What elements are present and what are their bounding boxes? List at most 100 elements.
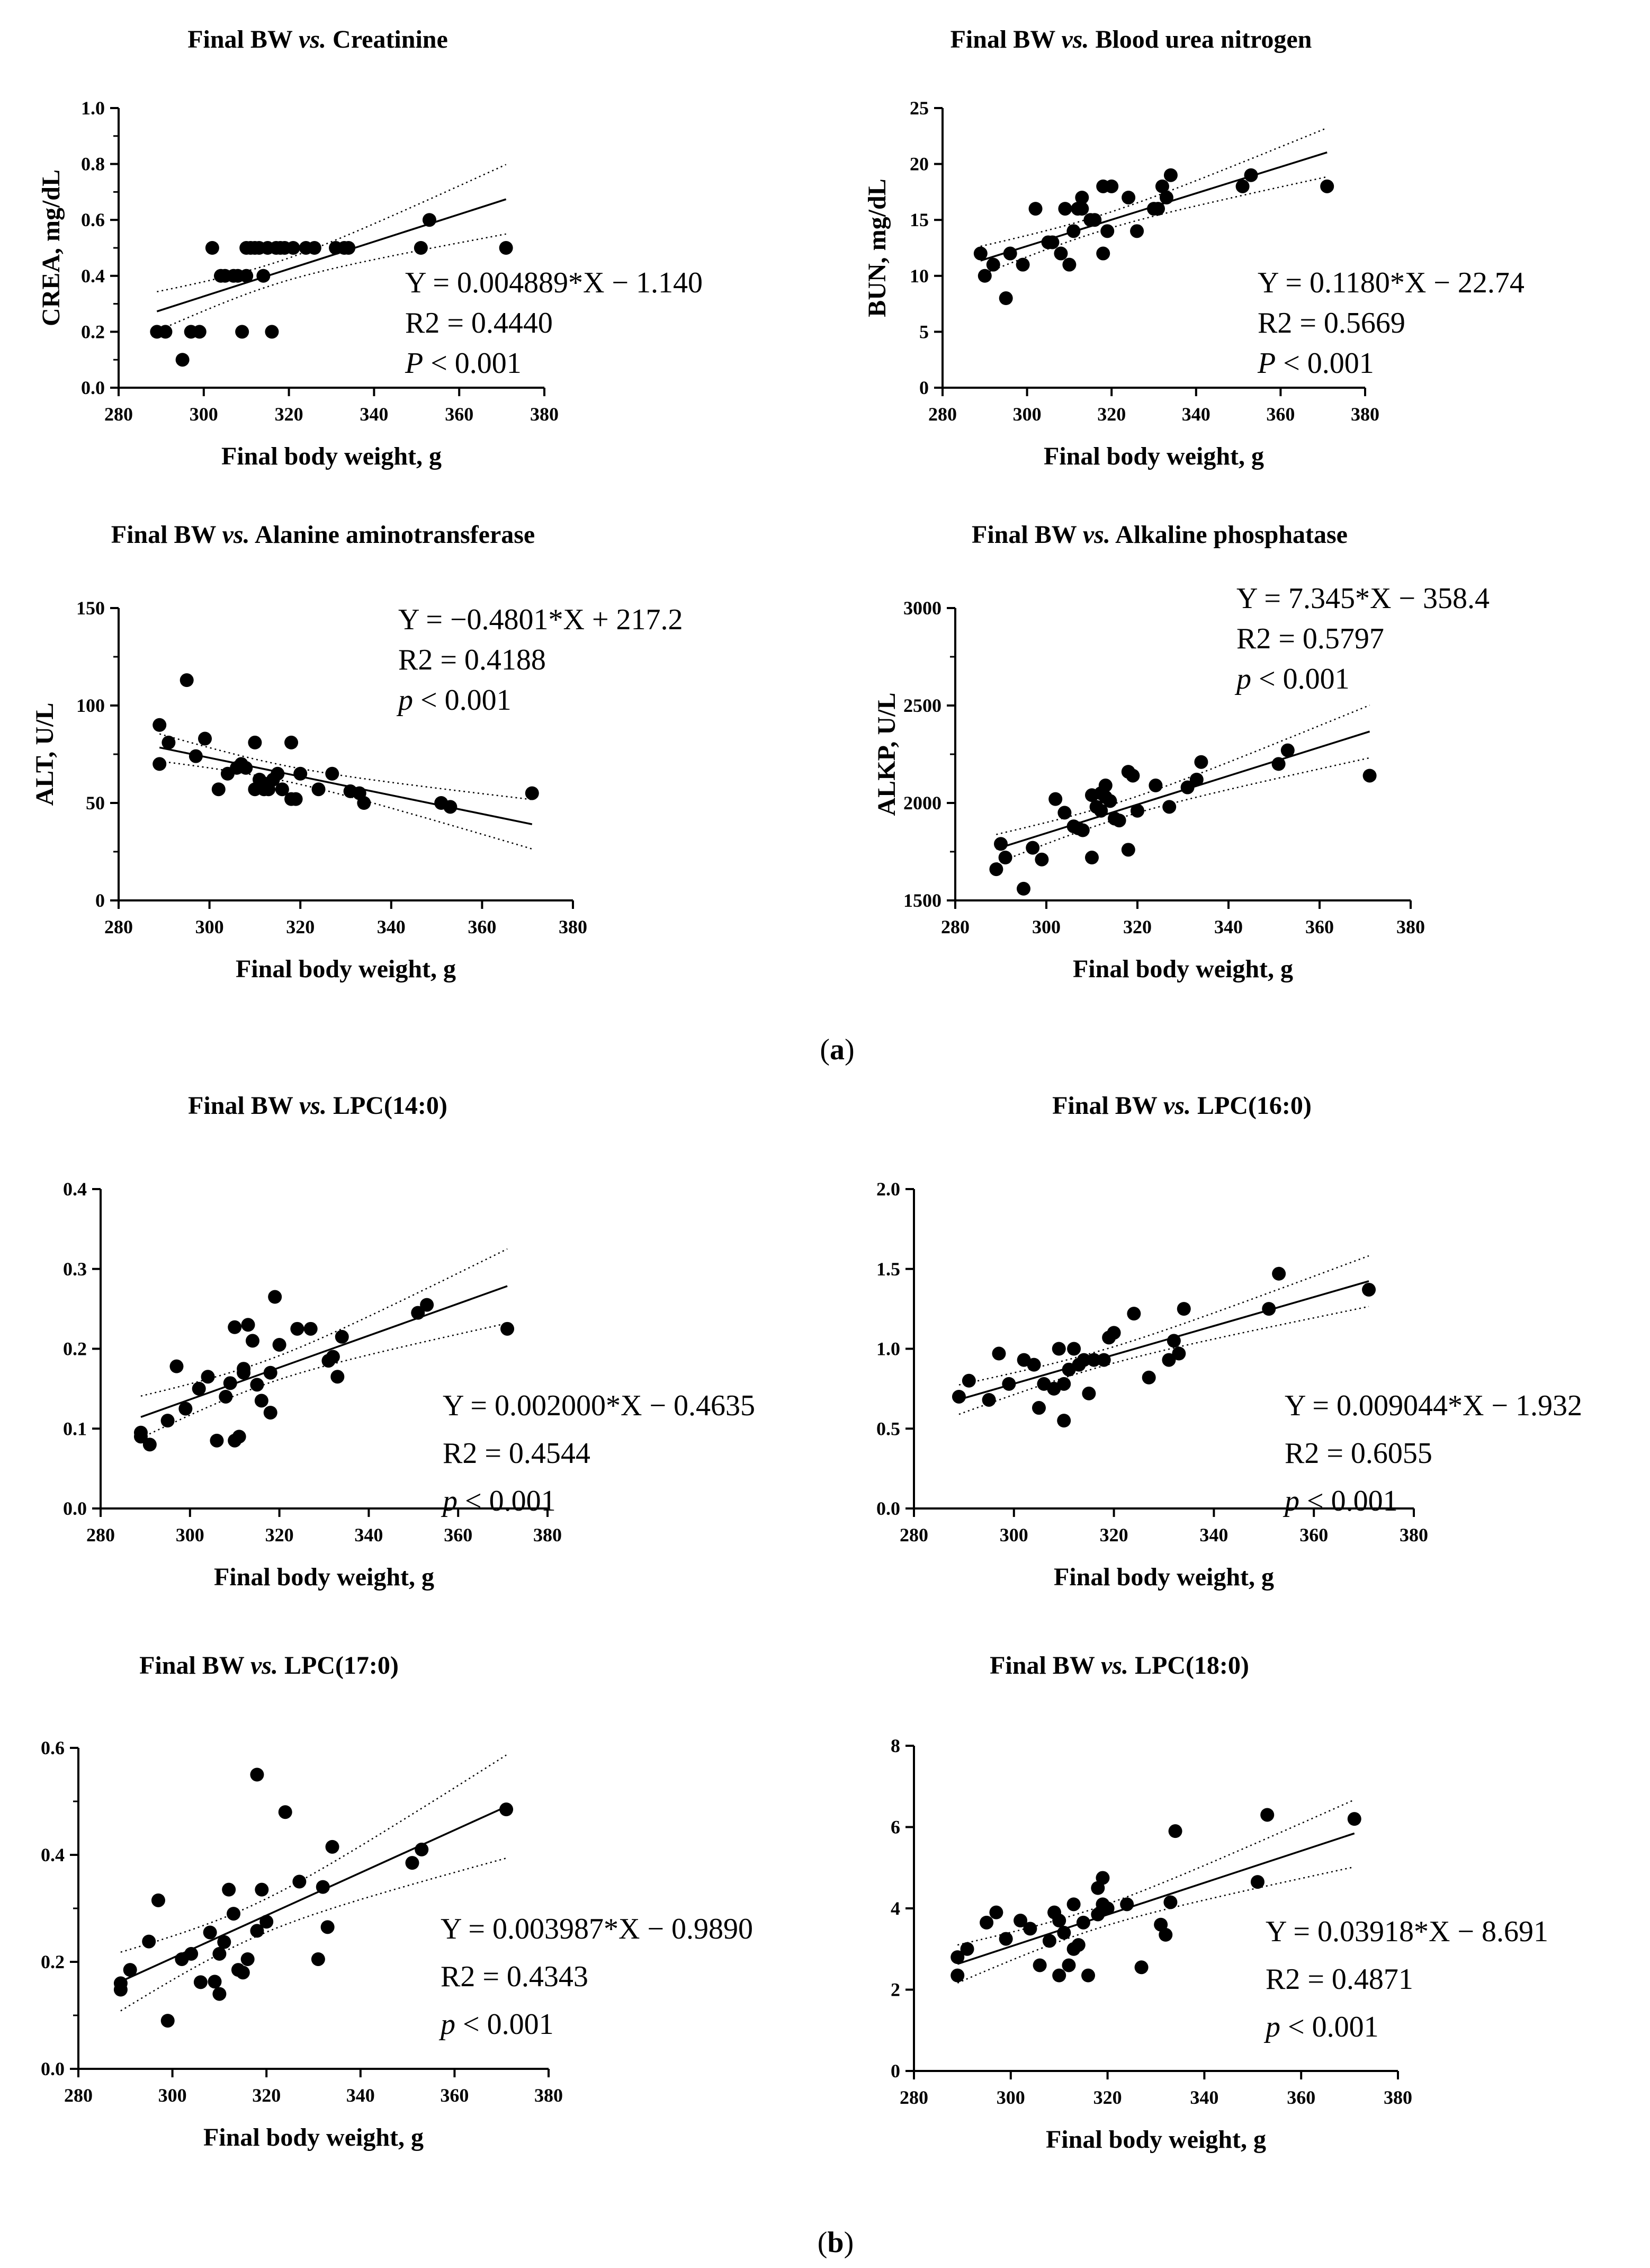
data-point xyxy=(1002,1377,1016,1391)
x-tick-label: 360 xyxy=(1305,916,1334,937)
y-tick-label: 0.1 xyxy=(63,1418,87,1439)
data-point xyxy=(1075,823,1090,837)
data-point xyxy=(228,1320,242,1334)
data-point xyxy=(1057,1377,1071,1391)
y-tick-label: 1.5 xyxy=(876,1258,900,1280)
chart-title: Final BW vs. Creatinine xyxy=(187,25,448,53)
data-point xyxy=(133,1430,148,1444)
data-point xyxy=(405,1856,419,1870)
data-point xyxy=(271,766,285,781)
data-point xyxy=(1075,190,1089,204)
data-point xyxy=(999,291,1013,306)
y-tick-label: 0.5 xyxy=(876,1418,900,1439)
data-point xyxy=(320,1920,335,1934)
x-tick-label: 380 xyxy=(1400,1524,1428,1546)
data-point xyxy=(189,749,203,763)
data-point xyxy=(316,1880,330,1894)
data-point xyxy=(1100,224,1115,238)
data-point xyxy=(1180,780,1195,794)
data-point xyxy=(1262,1302,1276,1316)
r-squared: R2 = 0.4343 xyxy=(441,1960,588,1993)
chart-panel-5: Final BW vs. LPC(14:0) 280 300 320 340 360 380… xyxy=(63,1092,755,1591)
data-point xyxy=(201,1370,215,1384)
data-point xyxy=(1085,851,1099,865)
data-point xyxy=(151,1893,165,1907)
data-point xyxy=(272,1337,286,1352)
x-tick-label: 320 xyxy=(1100,1524,1128,1546)
x-tick-label: 320 xyxy=(265,1524,294,1546)
data-point xyxy=(1163,168,1178,182)
data-point xyxy=(1003,246,1017,261)
data-point xyxy=(1081,1968,1096,1983)
x-axis-label: Final body weight, g xyxy=(214,1563,434,1591)
x-tick-label: 280 xyxy=(900,1524,928,1546)
data-point xyxy=(1058,202,1072,216)
y-tick-label: 8 xyxy=(891,1735,900,1756)
y-tick-label: 0.0 xyxy=(81,377,105,398)
x-tick-label: 360 xyxy=(468,916,496,937)
data-point xyxy=(160,1414,175,1428)
r-squared: R2 = 0.5797 xyxy=(1236,622,1384,655)
data-point xyxy=(973,246,988,261)
x-tick-label: 300 xyxy=(190,404,218,425)
data-point xyxy=(240,1952,255,1966)
x-tick-label: 360 xyxy=(444,1524,472,1546)
data-point xyxy=(303,1321,318,1336)
data-point xyxy=(1052,1914,1066,1928)
data-point xyxy=(169,1359,184,1373)
x-tick-label: 280 xyxy=(104,404,133,425)
data-point xyxy=(1260,1808,1275,1822)
x-tick-label: 380 xyxy=(1351,404,1379,425)
chart-panel-3: Final BW vs. Alanine aminotransferase 280… xyxy=(31,521,683,983)
panel-label-a: (a) xyxy=(820,1033,854,1066)
x-axis-label: Final body weight, g xyxy=(1046,2126,1266,2154)
data-point xyxy=(180,673,194,687)
data-point xyxy=(1077,1353,1091,1367)
data-point xyxy=(250,1767,264,1782)
y-tick-label: 2500 xyxy=(903,695,941,716)
y-tick-label: 2000 xyxy=(903,792,941,814)
regression-equation: Y = 0.002000*X − 0.4635 xyxy=(443,1389,755,1422)
x-tick-label: 380 xyxy=(559,916,587,937)
data-point xyxy=(307,241,321,255)
data-point xyxy=(239,761,253,775)
data-point xyxy=(1048,792,1063,806)
data-point xyxy=(311,1952,325,1966)
confidence-band-upper xyxy=(140,1248,508,1397)
data-point xyxy=(311,782,326,797)
data-point xyxy=(198,731,212,746)
data-point xyxy=(235,325,249,339)
p-value: P < 0.001 xyxy=(405,347,522,380)
y-tick-label: 0.0 xyxy=(63,1498,87,1519)
regression-line xyxy=(957,1832,1355,1965)
data-point xyxy=(500,1321,515,1336)
data-point xyxy=(263,1406,277,1420)
x-tick-label: 340 xyxy=(377,916,406,937)
regression-equation: Y = 0.1180*X − 22.74 xyxy=(1258,266,1525,299)
data-point xyxy=(184,1946,199,1961)
data-point xyxy=(525,786,539,800)
y-tick-label: 0.0 xyxy=(41,2058,65,2079)
data-point xyxy=(208,1975,222,1989)
data-point xyxy=(212,1987,227,2001)
data-point xyxy=(223,1376,237,1390)
confidence-band-lower xyxy=(159,760,533,850)
x-axis-label: Final body weight, g xyxy=(1044,442,1264,470)
chart-title: Final BW vs. Alanine aminotransferase xyxy=(111,521,535,549)
data-point xyxy=(1121,843,1135,857)
data-point xyxy=(217,1935,231,1949)
data-point xyxy=(1066,1897,1081,1912)
x-tick-label: 280 xyxy=(64,2085,93,2106)
data-point xyxy=(1075,202,1089,216)
chart-title: Final BW vs. LPC(17:0) xyxy=(139,1651,399,1680)
data-point xyxy=(950,1950,965,1965)
data-point xyxy=(992,1346,1006,1361)
x-tick-label: 360 xyxy=(1287,2087,1315,2108)
data-point xyxy=(210,1433,224,1448)
data-point xyxy=(1159,1927,1173,1942)
data-point xyxy=(1028,202,1043,216)
data-point xyxy=(227,1907,241,1921)
data-point xyxy=(1098,778,1113,792)
data-point xyxy=(284,735,299,749)
data-point xyxy=(142,1934,156,1949)
